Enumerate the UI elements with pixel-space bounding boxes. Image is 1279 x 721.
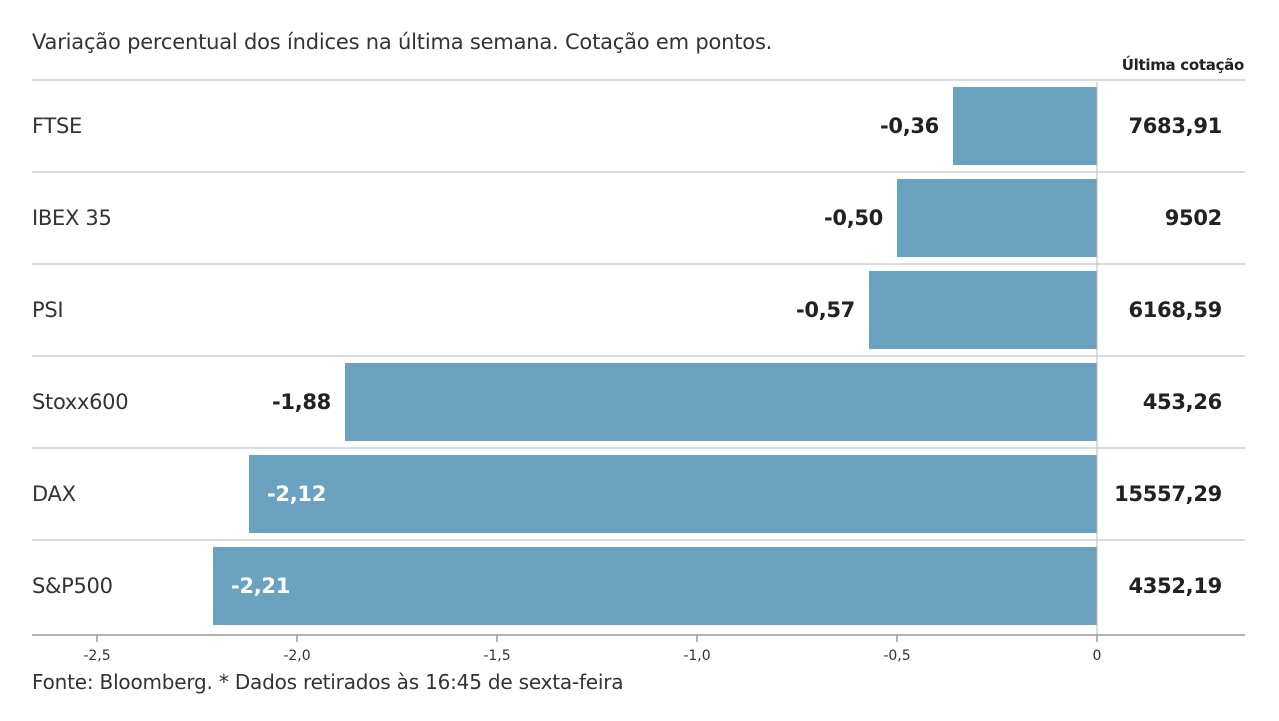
value-label: -2,21 bbox=[231, 574, 290, 598]
bars-group bbox=[213, 87, 1097, 625]
bar-psi bbox=[869, 271, 1097, 349]
value-label: -0,57 bbox=[796, 298, 855, 322]
bar-stoxx600 bbox=[345, 363, 1097, 441]
bar-ftse bbox=[953, 87, 1097, 165]
row-separators bbox=[32, 79, 1245, 541]
x-tick-label: -1,0 bbox=[683, 648, 710, 664]
labels-group: FTSE -0,36 7683,91 IBEX 35 -0,50 9502 PSI -0,57… bbox=[32, 114, 1222, 598]
source-note: Fonte: Bloomberg. * Dados retirados às 1… bbox=[32, 670, 624, 694]
category-label: Stoxx600 bbox=[32, 390, 128, 414]
last-quote-value: 15557,29 bbox=[1114, 482, 1222, 506]
category-label: S&P500 bbox=[32, 574, 113, 598]
last-quote-value: 453,26 bbox=[1143, 390, 1222, 414]
last-quote-value: 6168,59 bbox=[1128, 298, 1222, 322]
category-label: IBEX 35 bbox=[32, 206, 112, 230]
x-axis: -2,5 -2,0 -1,5 -1,0 -0,5 0 bbox=[32, 82, 1245, 664]
bar-ibex-35 bbox=[897, 179, 1097, 257]
value-label: -0,50 bbox=[824, 206, 883, 230]
x-tick-label: -2,5 bbox=[83, 648, 110, 664]
x-tick-label: -1,5 bbox=[483, 648, 510, 664]
bar-s-p500 bbox=[213, 547, 1097, 625]
chart-subtitle: Variação percentual dos índices na últim… bbox=[32, 30, 773, 54]
last-quote-value: 4352,19 bbox=[1128, 574, 1222, 598]
value-label: -1,88 bbox=[272, 390, 331, 414]
x-tick-label: 0 bbox=[1093, 648, 1102, 664]
x-tick-label: -0,5 bbox=[883, 648, 910, 664]
bar-dax bbox=[249, 455, 1097, 533]
last-quote-value: 9502 bbox=[1165, 206, 1222, 230]
last-quote-value: 7683,91 bbox=[1128, 114, 1222, 138]
value-label: -0,36 bbox=[880, 114, 939, 138]
category-label: DAX bbox=[32, 482, 76, 506]
category-label: FTSE bbox=[32, 114, 82, 138]
category-label: PSI bbox=[32, 298, 63, 322]
last-quote-header: Última cotação bbox=[1121, 56, 1245, 74]
value-label: -2,12 bbox=[267, 482, 326, 506]
x-tick-label: -2,0 bbox=[283, 648, 310, 664]
